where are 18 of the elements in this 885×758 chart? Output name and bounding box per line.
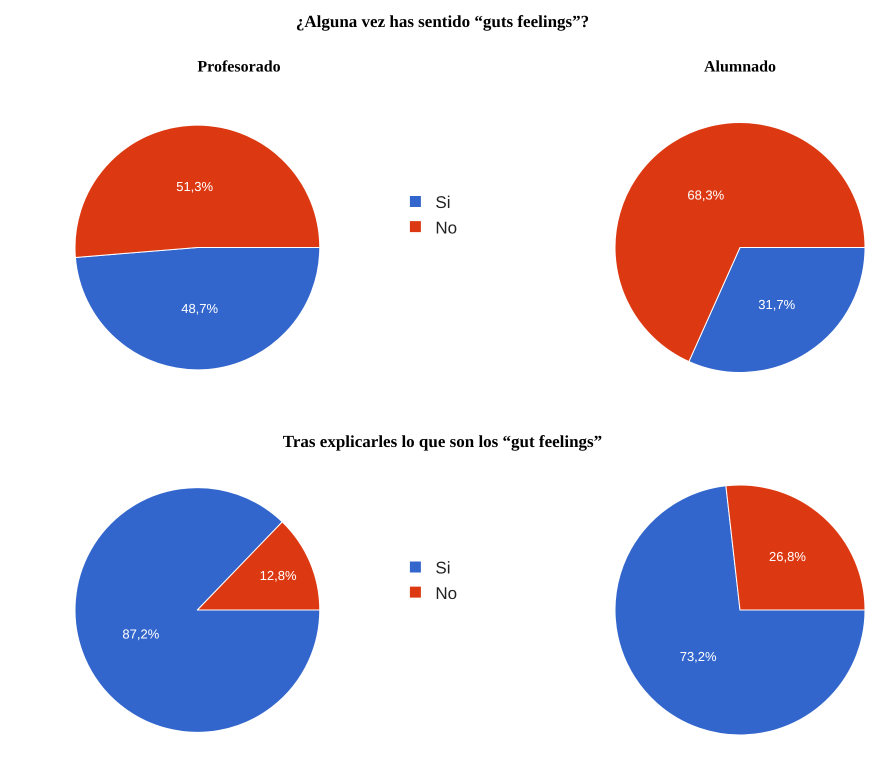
data-label: 12,8% bbox=[260, 568, 297, 584]
data-label: 26,8% bbox=[769, 549, 806, 564]
data-label: 87,2% bbox=[122, 626, 160, 642]
chart-title: Alumnado bbox=[704, 58, 776, 76]
legend-label: Si bbox=[435, 193, 451, 212]
data-label: 31,7% bbox=[758, 297, 796, 312]
legend-label: No bbox=[435, 218, 458, 238]
data-label: 73,2% bbox=[680, 649, 718, 664]
legend-label: Si bbox=[435, 558, 451, 578]
text: Tras explicarles lo que son los “gut feelings” bbox=[282, 432, 604, 452]
pie-slice bbox=[614, 485, 866, 736]
chart-title: Profesorado bbox=[197, 58, 281, 76]
pie-slice bbox=[74, 487, 320, 733]
data-label: 68,3% bbox=[687, 188, 725, 203]
text: ¿Alguna vez has sentido “guts feelings”? bbox=[294, 12, 590, 32]
data-label: 51,3% bbox=[176, 178, 214, 194]
legend-label: No bbox=[435, 584, 458, 603]
data-label: 48,7% bbox=[181, 301, 219, 316]
